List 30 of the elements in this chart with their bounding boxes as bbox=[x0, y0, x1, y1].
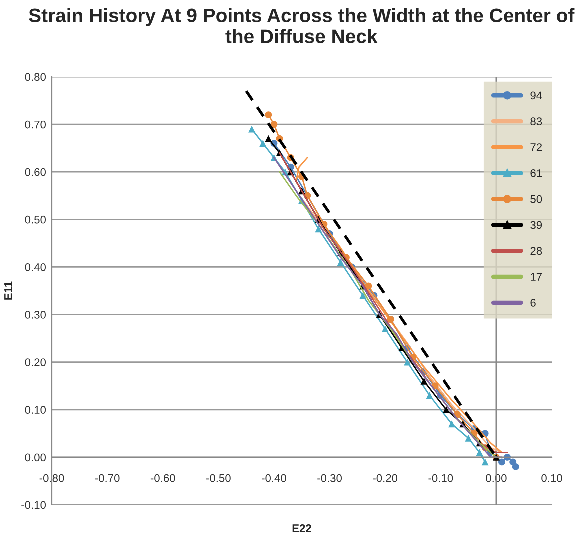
y-tick-label: 0.80 bbox=[25, 73, 46, 82]
legend-label: 94 bbox=[530, 92, 542, 100]
x-axis-title: E22 bbox=[292, 524, 312, 532]
x-tick-label: -0.20 bbox=[373, 474, 398, 482]
x-tick-label: -0.30 bbox=[318, 474, 342, 482]
y-tick-label: 0.50 bbox=[25, 216, 46, 224]
y-tick-label: 0.60 bbox=[25, 168, 46, 176]
legend-label: 6 bbox=[530, 299, 536, 307]
chart-title: Strain History At 9 Points Across the Width at the Center of the Diffuse Neck bbox=[29, 8, 575, 44]
y-tick-label: 0.40 bbox=[25, 263, 46, 272]
legend-label: 83 bbox=[530, 118, 542, 126]
x-tick-label: 0.10 bbox=[542, 474, 562, 482]
x-tick-label: -0.50 bbox=[206, 474, 231, 482]
legend-label: 61 bbox=[530, 169, 542, 178]
x-tick-label: -0.70 bbox=[95, 474, 120, 482]
y-tick-label: 0.70 bbox=[25, 120, 46, 129]
y-tick-label: -0.10 bbox=[22, 501, 46, 510]
y-tick-label: 0.20 bbox=[25, 358, 46, 366]
x-tick-label: -0.10 bbox=[428, 474, 454, 482]
legend-label: 72 bbox=[530, 144, 542, 152]
legend-label: 17 bbox=[531, 273, 542, 281]
y-tick-label: 0.00 bbox=[25, 454, 46, 462]
y-tick-label: 0.10 bbox=[25, 406, 46, 414]
legend-label: 39 bbox=[530, 221, 542, 230]
legend-label: 28 bbox=[530, 247, 542, 256]
y-tick-label: 0.30 bbox=[25, 311, 46, 319]
x-tick-label: -0.60 bbox=[150, 474, 176, 482]
x-tick-label: -0.40 bbox=[262, 474, 286, 482]
legend-label: 50 bbox=[530, 195, 542, 204]
y-axis-title: E11 bbox=[4, 282, 12, 300]
